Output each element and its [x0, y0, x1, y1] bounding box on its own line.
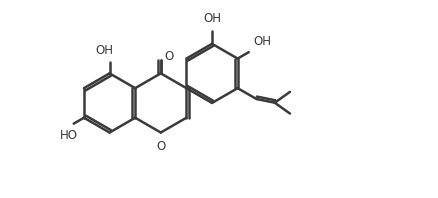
- Text: HO: HO: [60, 129, 78, 142]
- Text: OH: OH: [203, 12, 221, 25]
- Text: O: O: [156, 140, 166, 153]
- Text: OH: OH: [254, 35, 272, 48]
- Text: O: O: [164, 50, 173, 63]
- Text: OH: OH: [95, 44, 113, 57]
